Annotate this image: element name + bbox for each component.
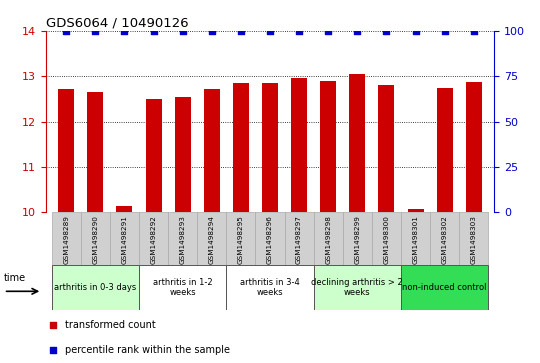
Bar [320, 81, 336, 212]
Point [237, 28, 245, 34]
Text: non-induced control: non-induced control [402, 283, 487, 292]
Point [266, 28, 274, 34]
Text: arthritis in 0-3 days: arthritis in 0-3 days [54, 283, 137, 292]
Bar [437, 89, 453, 212]
Text: GSM1498303: GSM1498303 [471, 215, 477, 264]
Bar [139, 212, 168, 265]
Bar [401, 212, 430, 265]
Bar [291, 78, 307, 212]
Point [411, 28, 420, 34]
Text: GSM1498289: GSM1498289 [63, 215, 69, 264]
Point [149, 28, 158, 34]
Text: GSM1498299: GSM1498299 [354, 215, 360, 264]
Text: GSM1498302: GSM1498302 [442, 215, 448, 264]
Bar [430, 212, 459, 265]
Text: GSM1498293: GSM1498293 [180, 215, 186, 264]
Bar [168, 212, 197, 265]
Text: percentile rank within the sample: percentile rank within the sample [65, 345, 230, 355]
Bar [401, 265, 488, 310]
Text: GSM1498294: GSM1498294 [209, 215, 215, 264]
Text: GSM1498291: GSM1498291 [122, 215, 127, 264]
Bar [349, 74, 366, 212]
Bar [233, 83, 249, 212]
Bar [226, 212, 255, 265]
Point [382, 28, 391, 34]
Text: transformed count: transformed count [65, 321, 156, 330]
Bar [285, 212, 314, 265]
Bar [465, 82, 482, 212]
Bar [262, 83, 278, 212]
Point [353, 28, 362, 34]
Bar [197, 212, 226, 265]
Text: GSM1498298: GSM1498298 [325, 215, 331, 264]
Text: arthritis in 3-4
weeks: arthritis in 3-4 weeks [240, 278, 300, 297]
Bar [117, 205, 132, 212]
Bar [314, 265, 401, 310]
Point [120, 28, 129, 34]
Bar [87, 92, 103, 212]
Point [62, 28, 71, 34]
Text: GDS6064 / 10490126: GDS6064 / 10490126 [46, 17, 188, 30]
Bar [174, 97, 191, 212]
Bar [459, 212, 488, 265]
Bar [52, 265, 139, 310]
Text: arthritis in 1-2
weeks: arthritis in 1-2 weeks [153, 278, 213, 297]
Bar [379, 85, 394, 212]
Text: GSM1498290: GSM1498290 [92, 215, 98, 264]
Point [295, 28, 303, 34]
Bar [314, 212, 343, 265]
Bar [343, 212, 372, 265]
Point [48, 322, 57, 328]
Bar [226, 265, 314, 310]
Text: GSM1498295: GSM1498295 [238, 215, 244, 264]
Bar [58, 89, 75, 212]
Point [178, 28, 187, 34]
Point [440, 28, 449, 34]
Text: GSM1498297: GSM1498297 [296, 215, 302, 264]
Bar [255, 212, 285, 265]
Point [91, 28, 100, 34]
Point [469, 28, 478, 34]
Text: GSM1498292: GSM1498292 [151, 215, 157, 264]
Text: GSM1498301: GSM1498301 [413, 215, 418, 264]
Bar [139, 265, 226, 310]
Bar [146, 99, 161, 212]
Point [48, 347, 57, 353]
Point [207, 28, 216, 34]
Bar [81, 212, 110, 265]
Bar [372, 212, 401, 265]
Text: declining arthritis > 2
weeks: declining arthritis > 2 weeks [312, 278, 403, 297]
Text: GSM1498300: GSM1498300 [383, 215, 389, 264]
Text: GSM1498296: GSM1498296 [267, 215, 273, 264]
Point [324, 28, 333, 34]
Bar [52, 212, 81, 265]
Text: time: time [4, 273, 26, 283]
Bar [408, 209, 423, 212]
Bar [204, 89, 220, 212]
Bar [110, 212, 139, 265]
